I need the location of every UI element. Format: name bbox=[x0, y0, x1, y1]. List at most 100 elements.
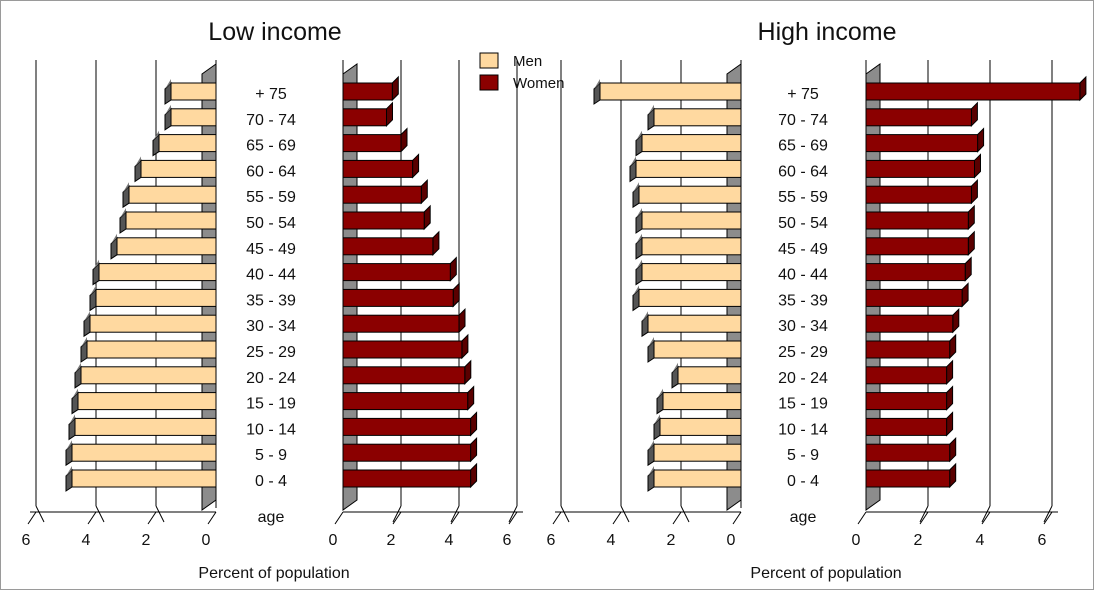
age-category-label: 5 - 9 bbox=[787, 447, 819, 464]
x-tick-mark bbox=[732, 511, 742, 525]
bar-3d-top bbox=[648, 104, 654, 115]
panel-title: High income bbox=[758, 18, 897, 46]
bar-men bbox=[641, 263, 742, 282]
age-category-label: 40 - 44 bbox=[778, 267, 828, 284]
bar-women bbox=[865, 159, 975, 178]
age-category-label: 60 - 64 bbox=[778, 163, 828, 180]
bar-women bbox=[865, 417, 948, 436]
bar-3d-top bbox=[636, 233, 642, 244]
axis-wall bbox=[201, 63, 217, 511]
bar-3d-top bbox=[654, 414, 660, 425]
grid-line bbox=[620, 505, 630, 523]
bar-men bbox=[659, 417, 742, 436]
x-tick-mark bbox=[27, 511, 37, 525]
bar-women bbox=[865, 314, 954, 333]
age-category-label: 25 - 29 bbox=[778, 344, 828, 361]
bar-men bbox=[170, 82, 217, 101]
bar-3d-top bbox=[633, 285, 639, 296]
bar-men bbox=[77, 392, 217, 411]
bar-men bbox=[98, 263, 217, 282]
bar-women bbox=[342, 469, 472, 488]
grid-line bbox=[680, 505, 690, 523]
x-tick-label: 4 bbox=[976, 532, 985, 549]
x-tick-mark bbox=[552, 511, 562, 525]
grid-line bbox=[95, 505, 105, 523]
grid-line bbox=[1043, 505, 1053, 523]
x-tick-label: 0 bbox=[202, 532, 211, 549]
x-tick-label: 2 bbox=[667, 532, 676, 549]
age-category-label: 20 - 24 bbox=[778, 370, 828, 387]
x-tick-label: 4 bbox=[607, 532, 616, 549]
bar-men bbox=[89, 314, 217, 333]
x-tick-mark bbox=[919, 511, 929, 525]
bar-men bbox=[71, 443, 217, 462]
grid-line bbox=[392, 505, 402, 523]
bar-men bbox=[641, 211, 742, 230]
legend-label-women: Women bbox=[513, 75, 564, 92]
bar-men bbox=[677, 366, 742, 385]
grid-line bbox=[450, 505, 460, 523]
bar-3d-top bbox=[69, 414, 75, 425]
bar-men bbox=[599, 82, 742, 101]
x-tick-mark bbox=[334, 511, 344, 525]
bar-3d-top bbox=[66, 466, 72, 476]
age-category-label: 30 - 34 bbox=[246, 318, 296, 335]
age-category-label: 0 - 4 bbox=[255, 473, 287, 490]
bar-3d-top bbox=[657, 388, 663, 399]
x-tick-label: 4 bbox=[445, 532, 454, 549]
bar-women bbox=[342, 417, 472, 436]
bar-men bbox=[128, 185, 217, 204]
bar-men bbox=[641, 237, 742, 256]
legend-swatch-men bbox=[479, 52, 499, 69]
panel-title: Low income bbox=[208, 18, 341, 46]
bar-women bbox=[865, 392, 948, 411]
bar-men bbox=[86, 340, 217, 359]
age-category-label: 15 - 19 bbox=[778, 396, 828, 413]
bar-women bbox=[342, 134, 402, 153]
bar-3d-top bbox=[93, 259, 99, 270]
bar-men bbox=[635, 159, 742, 178]
grid-line bbox=[508, 505, 518, 523]
age-category-label: 30 - 34 bbox=[778, 318, 828, 335]
bar-3d-top bbox=[636, 208, 642, 218]
bar-women bbox=[865, 211, 969, 230]
x-tick-label: 6 bbox=[547, 532, 556, 549]
bar-women bbox=[342, 314, 460, 333]
bar-women bbox=[865, 82, 1081, 101]
bar-3d-top bbox=[630, 156, 636, 167]
age-category-label: 25 - 29 bbox=[246, 344, 296, 361]
x-tick-mark bbox=[450, 511, 460, 525]
bar-women bbox=[342, 443, 472, 462]
age-axis-label: age bbox=[258, 509, 285, 526]
age-category-label: 70 - 74 bbox=[246, 112, 296, 129]
bar-women bbox=[342, 392, 469, 411]
bar-3d-top bbox=[642, 311, 648, 322]
bar-3d-top bbox=[84, 311, 90, 322]
x-tick-label: 0 bbox=[329, 532, 338, 549]
grid-line bbox=[155, 505, 165, 523]
bar-men bbox=[71, 469, 217, 488]
x-axis-label: Percent of population bbox=[750, 565, 901, 582]
bar-3d-top bbox=[633, 182, 639, 193]
x-tick-mark bbox=[147, 511, 157, 525]
x-tick-label: 6 bbox=[22, 532, 31, 549]
bar-men bbox=[662, 392, 742, 411]
bar-men bbox=[653, 443, 742, 462]
bar-3d-top bbox=[672, 362, 678, 373]
x-tick-mark bbox=[981, 511, 991, 525]
bar-3d-top bbox=[135, 156, 141, 167]
legend-swatch-women bbox=[479, 74, 499, 91]
bar-3d-top bbox=[90, 285, 96, 296]
age-category-label: 0 - 4 bbox=[787, 473, 819, 490]
bar-3d-top bbox=[153, 130, 159, 141]
bar-men bbox=[170, 108, 217, 127]
age-category-label: 35 - 39 bbox=[246, 292, 296, 309]
age-category-label: 55 - 59 bbox=[246, 189, 296, 206]
bar-3d-top bbox=[111, 233, 117, 244]
age-category-label: 55 - 59 bbox=[778, 189, 828, 206]
bar-men bbox=[140, 159, 217, 178]
bar-3d-top bbox=[165, 104, 171, 115]
x-axis-label: Percent of population bbox=[198, 565, 349, 582]
x-tick-mark bbox=[207, 511, 217, 525]
